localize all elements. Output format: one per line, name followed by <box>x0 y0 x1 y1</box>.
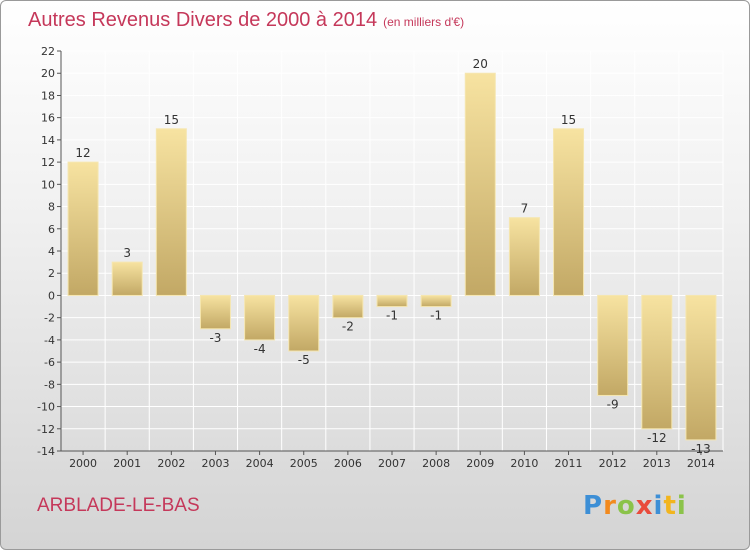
y-tick-label: -12 <box>37 423 55 436</box>
y-tick-label: -4 <box>44 334 55 347</box>
bar <box>641 294 673 430</box>
logo-letter: t <box>663 491 677 521</box>
proxiti-logo: Proxiti <box>583 491 687 521</box>
y-tick-label: 6 <box>48 223 55 236</box>
y-tick-label: 20 <box>41 67 55 80</box>
bar <box>597 294 629 396</box>
bar <box>155 128 187 296</box>
data-label: 7 <box>521 202 529 216</box>
y-tick-label: 2 <box>48 267 55 280</box>
bar <box>244 294 276 341</box>
data-label: 20 <box>473 57 488 71</box>
y-tick-label: 12 <box>41 156 55 169</box>
logo-letter: r <box>603 491 617 521</box>
data-label: -12 <box>647 431 667 445</box>
bar <box>288 294 320 352</box>
data-label: -1 <box>386 309 398 323</box>
data-label: -4 <box>254 342 266 356</box>
chart-title: Autres Revenus Divers de 2000 à 2014 (en … <box>28 9 464 32</box>
x-tick-label: 2007 <box>378 457 406 470</box>
bar <box>685 294 717 441</box>
x-tick-label: 2010 <box>510 457 538 470</box>
bar <box>420 294 452 308</box>
data-label: -5 <box>298 353 310 367</box>
bar <box>553 128 585 296</box>
bar <box>332 294 364 319</box>
y-tick-label: 22 <box>41 45 55 58</box>
y-tick-label: 14 <box>41 134 55 147</box>
y-tick-label: -2 <box>44 312 55 325</box>
x-tick-label: 2005 <box>290 457 318 470</box>
y-tick-label: 16 <box>41 112 55 125</box>
y-tick-label: 8 <box>48 201 55 214</box>
data-label: 3 <box>123 246 131 260</box>
y-tick-label: -6 <box>44 356 55 369</box>
data-label: -2 <box>342 320 354 334</box>
chart-subtitle: (en milliers d'€) <box>383 15 465 29</box>
y-tick-label: -8 <box>44 378 55 391</box>
bar <box>111 261 143 296</box>
bar <box>67 161 99 296</box>
logo-letter: i <box>653 491 664 521</box>
x-tick-label: 2014 <box>687 457 715 470</box>
x-tick-label: 2012 <box>599 457 627 470</box>
x-tick-label: 2013 <box>643 457 671 470</box>
x-tick-label: 2011 <box>555 457 583 470</box>
x-tick-label: 2003 <box>201 457 229 470</box>
x-tick-label: 2009 <box>466 457 494 470</box>
y-tick-label: -14 <box>37 445 55 458</box>
y-tick-label: 10 <box>41 178 55 191</box>
data-label: -3 <box>209 331 221 345</box>
x-tick-label: 2006 <box>334 457 362 470</box>
bars <box>67 72 717 441</box>
x-tick-label: 2001 <box>113 457 141 470</box>
data-label: -1 <box>430 309 442 323</box>
x-tick-label: 2008 <box>422 457 450 470</box>
y-tick-label: 0 <box>48 289 55 302</box>
data-label: 12 <box>75 146 90 160</box>
x-tick-label: 2004 <box>246 457 274 470</box>
commune-name: ARBLADE-LE-BAS <box>37 495 200 516</box>
y-tick-label: 4 <box>48 245 55 258</box>
data-label: -13 <box>691 442 711 456</box>
x-tick-label: 2002 <box>157 457 185 470</box>
logo-letter: P <box>583 491 604 521</box>
data-labels: 12 3 15 -3 -4 -5 -2 -1 -1 20 7 15 -9 -12 -13 <box>75 57 710 456</box>
axes: -14 -12 -10 -8 -6 -4 -2 0 2 4 6 8 10 12 14 16 18 20 22 2000… <box>37 45 723 470</box>
data-label: 15 <box>164 113 179 127</box>
bar <box>199 294 231 330</box>
bar <box>376 294 408 308</box>
bar <box>508 217 540 296</box>
y-tick-label: -10 <box>37 401 55 414</box>
x-tick-label: 2000 <box>69 457 97 470</box>
data-label: 15 <box>561 113 576 127</box>
data-label: -9 <box>607 397 619 411</box>
y-tick-label: 18 <box>41 89 55 102</box>
chart-title-text: Autres Revenus Divers de 2000 à 2014 <box>28 9 378 31</box>
logo-letter: i <box>676 491 687 521</box>
logo-letter: x <box>635 491 654 521</box>
bar <box>464 72 496 296</box>
logo-letter: o <box>616 491 636 521</box>
